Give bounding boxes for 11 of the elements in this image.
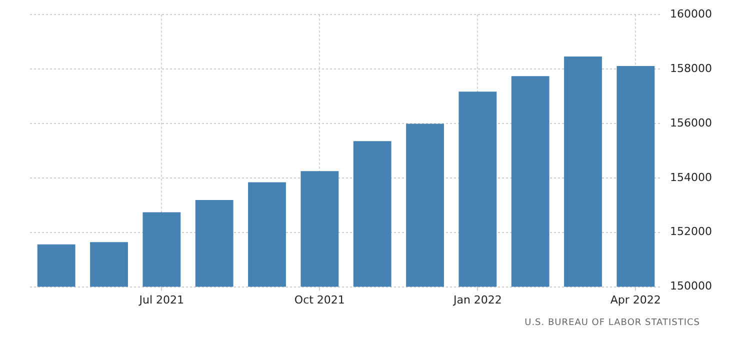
y-tick-label: 150000 — [670, 280, 712, 293]
y-tick-label: 156000 — [670, 116, 712, 130]
y-tick-label: 154000 — [670, 170, 712, 184]
x-tick-label: Jul 2021 — [138, 293, 184, 306]
x-tick-label: Apr 2022 — [610, 293, 661, 306]
x-tick-label: Jan 2022 — [452, 293, 502, 306]
y-tick-label: 158000 — [670, 62, 712, 75]
y-tick-label: 152000 — [670, 225, 712, 238]
text: U.S. BUREAU OF LABOR STATISTICS — [524, 318, 700, 328]
y-tick-label: 160000 — [670, 7, 712, 20]
x-tick-label: Oct 2021 — [294, 293, 345, 306]
